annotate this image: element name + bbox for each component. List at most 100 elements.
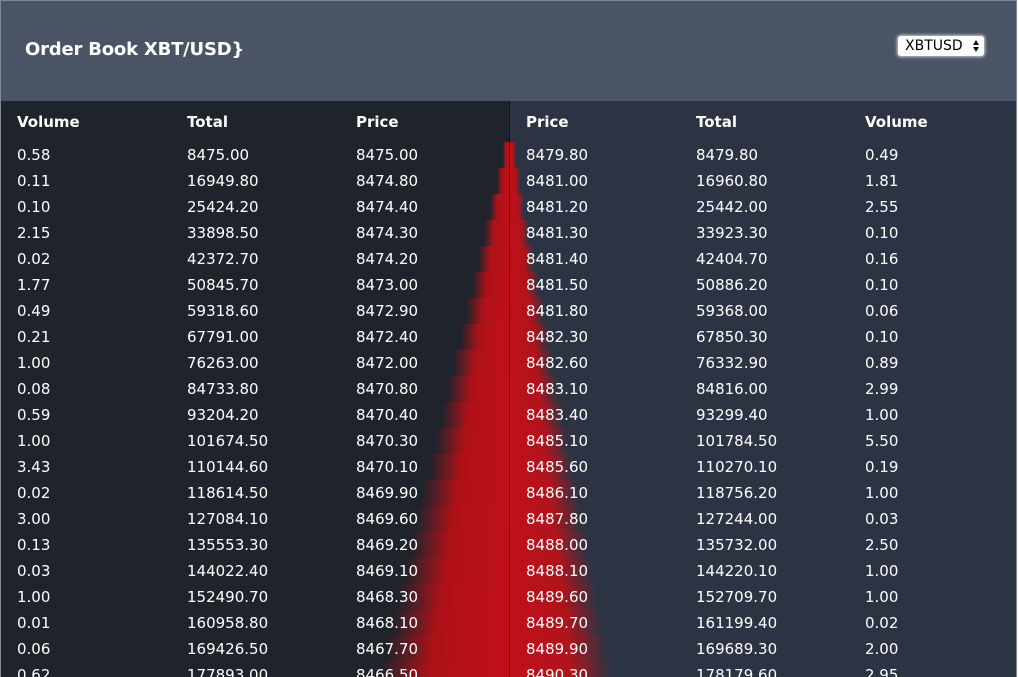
bid-volume-cell: 1.00 bbox=[17, 354, 51, 372]
ask-volume-cell: 0.06 bbox=[865, 302, 899, 320]
ask-volume-cell: 1.00 bbox=[865, 406, 899, 424]
bid-total-cell: 8475.00 bbox=[187, 146, 250, 164]
bid-price-cell: 8469.60 bbox=[356, 510, 419, 528]
ask-volume-cell: 0.03 bbox=[865, 510, 899, 528]
ask-price-cell: 8479.80 bbox=[526, 146, 589, 164]
ask-price-cell: 8481.30 bbox=[526, 224, 589, 242]
bid-total-cell: 177893.00 bbox=[187, 666, 269, 677]
bid-total-cell: 152490.70 bbox=[187, 588, 269, 606]
ask-volume-cell: 0.19 bbox=[865, 458, 899, 476]
bid-price-cell: 8472.40 bbox=[356, 328, 419, 346]
ask-total-cell: 118756.20 bbox=[696, 484, 778, 502]
ask-volume-cell: 1.81 bbox=[865, 172, 899, 190]
bid-price-cell: 8474.80 bbox=[356, 172, 419, 190]
ask-price-cell: 8487.80 bbox=[526, 510, 589, 528]
ask-total-cell: 178179.60 bbox=[696, 666, 778, 677]
bid-price-cell: 8470.40 bbox=[356, 406, 419, 424]
ask-price-cell: 8485.60 bbox=[526, 458, 589, 476]
ask-volume-cell: 0.10 bbox=[865, 328, 899, 346]
ask-volume-cell: 2.55 bbox=[865, 198, 899, 216]
ask-total-cell: 101784.50 bbox=[696, 432, 778, 450]
bid-volume-cell: 0.08 bbox=[17, 380, 51, 398]
ask-volume-cell: 2.95 bbox=[865, 666, 899, 677]
ask-total-cell: 50886.20 bbox=[696, 276, 768, 294]
ask-total-cell: 16960.80 bbox=[696, 172, 768, 190]
symbol-select[interactable]: XBTUSD bbox=[897, 35, 985, 57]
ask-price-cell: 8482.30 bbox=[526, 328, 589, 346]
ask-total-cell: 169689.30 bbox=[696, 640, 778, 658]
bid-volume-cell: 3.43 bbox=[17, 458, 51, 476]
ask-price-cell: 8485.10 bbox=[526, 432, 589, 450]
ask-price-cell: 8489.70 bbox=[526, 614, 589, 632]
ask-volume-cell: 1.00 bbox=[865, 562, 899, 580]
ask-volume-cell: 2.99 bbox=[865, 380, 899, 398]
bids-header-volume: Volume bbox=[17, 113, 80, 131]
bid-volume-cell: 0.13 bbox=[17, 536, 51, 554]
bid-volume-cell: 0.03 bbox=[17, 562, 51, 580]
bid-total-cell: 16949.80 bbox=[187, 172, 259, 190]
bid-price-cell: 8469.90 bbox=[356, 484, 419, 502]
bid-total-cell: 118614.50 bbox=[187, 484, 269, 502]
bid-price-cell: 8468.30 bbox=[356, 588, 419, 606]
bid-volume-cell: 3.00 bbox=[17, 510, 51, 528]
bid-price-cell: 8473.00 bbox=[356, 276, 419, 294]
bid-price-cell: 8467.70 bbox=[356, 640, 419, 658]
ask-price-cell: 8481.50 bbox=[526, 276, 589, 294]
bid-price-cell: 8470.30 bbox=[356, 432, 419, 450]
bid-total-cell: 67791.00 bbox=[187, 328, 259, 346]
bid-total-cell: 50845.70 bbox=[187, 276, 259, 294]
bid-volume-cell: 0.58 bbox=[17, 146, 51, 164]
bid-volume-cell: 0.11 bbox=[17, 172, 51, 190]
bid-price-cell: 8470.80 bbox=[356, 380, 419, 398]
ask-volume-cell: 0.02 bbox=[865, 614, 899, 632]
asks-header-price: Price bbox=[526, 113, 569, 131]
ask-volume-cell: 0.89 bbox=[865, 354, 899, 372]
bid-volume-cell: 0.10 bbox=[17, 198, 51, 216]
bids-header-price: Price bbox=[356, 113, 399, 131]
ask-volume-cell: 0.49 bbox=[865, 146, 899, 164]
select-arrows-icon bbox=[973, 40, 979, 52]
bid-price-cell: 8470.10 bbox=[356, 458, 419, 476]
ask-volume-cell: 1.00 bbox=[865, 484, 899, 502]
ask-volume-cell: 0.10 bbox=[865, 276, 899, 294]
bid-price-cell: 8468.10 bbox=[356, 614, 419, 632]
bid-total-cell: 42372.70 bbox=[187, 250, 259, 268]
bid-total-cell: 33898.50 bbox=[187, 224, 259, 242]
bid-total-cell: 160958.80 bbox=[187, 614, 269, 632]
ask-total-cell: 110270.10 bbox=[696, 458, 778, 476]
bid-price-cell: 8474.40 bbox=[356, 198, 419, 216]
ask-price-cell: 8486.10 bbox=[526, 484, 589, 502]
bid-volume-cell: 0.02 bbox=[17, 250, 51, 268]
ask-total-cell: 42404.70 bbox=[696, 250, 768, 268]
ask-volume-cell: 5.50 bbox=[865, 432, 899, 450]
bid-volume-cell: 1.00 bbox=[17, 588, 51, 606]
header-bar: Order Book XBT/USD} XBTUSD bbox=[1, 1, 1016, 101]
bid-total-cell: 101674.50 bbox=[187, 432, 269, 450]
ask-volume-cell: 1.00 bbox=[865, 588, 899, 606]
ask-price-cell: 8488.10 bbox=[526, 562, 589, 580]
ask-price-cell: 8489.90 bbox=[526, 640, 589, 658]
symbol-select-value: XBTUSD bbox=[905, 38, 963, 54]
page-title: Order Book XBT/USD} bbox=[25, 39, 245, 60]
bid-volume-cell: 0.62 bbox=[17, 666, 51, 677]
bid-price-cell: 8472.00 bbox=[356, 354, 419, 372]
bid-volume-cell: 0.21 bbox=[17, 328, 51, 346]
ask-total-cell: 33923.30 bbox=[696, 224, 768, 242]
bid-volume-cell: 0.02 bbox=[17, 484, 51, 502]
ask-total-cell: 67850.30 bbox=[696, 328, 768, 346]
bid-volume-cell: 0.49 bbox=[17, 302, 51, 320]
asks-panel bbox=[510, 101, 1016, 677]
ask-price-cell: 8490.30 bbox=[526, 666, 589, 677]
bid-price-cell: 8466.50 bbox=[356, 666, 419, 677]
ask-total-cell: 127244.00 bbox=[696, 510, 778, 528]
center-divider bbox=[509, 101, 510, 677]
bid-volume-cell: 0.06 bbox=[17, 640, 51, 658]
bid-total-cell: 144022.40 bbox=[187, 562, 269, 580]
ask-total-cell: 93299.40 bbox=[696, 406, 768, 424]
bid-total-cell: 25424.20 bbox=[187, 198, 259, 216]
bid-price-cell: 8469.20 bbox=[356, 536, 419, 554]
ask-volume-cell: 0.16 bbox=[865, 250, 899, 268]
bid-volume-cell: 1.00 bbox=[17, 432, 51, 450]
bid-total-cell: 84733.80 bbox=[187, 380, 259, 398]
